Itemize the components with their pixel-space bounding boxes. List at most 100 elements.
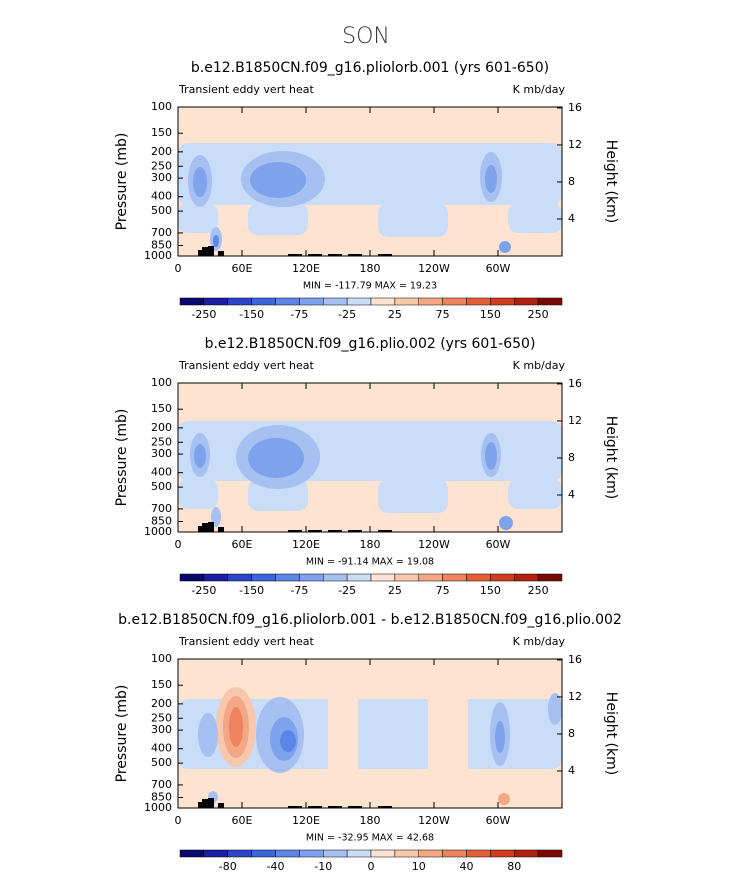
- colorbar-label: -250: [191, 308, 216, 321]
- colorbar-box: [490, 573, 515, 582]
- stats: MIN = -117.79 MAX = 19.23: [303, 281, 437, 292]
- y2-tick-label: 4: [568, 764, 575, 777]
- y2-axis-label: Height (km): [603, 416, 619, 499]
- right-label: K mb/day: [513, 359, 566, 372]
- x-tick-label: 60E: [232, 814, 253, 827]
- colorbar-box: [346, 573, 372, 582]
- topography: [348, 530, 362, 532]
- contour-region: [250, 162, 306, 198]
- y-tick-label: 200: [151, 697, 172, 710]
- colorbar-box: [466, 297, 491, 306]
- y-tick-label: 500: [151, 204, 172, 217]
- y-tick-label: 700: [151, 502, 172, 515]
- colorbar-box: [203, 297, 228, 306]
- y-tick-label: 300: [151, 447, 172, 460]
- colorbar-box: [275, 297, 300, 306]
- colorbar-box: [370, 573, 396, 582]
- colorbar-box: [514, 573, 539, 582]
- contour-region: [194, 444, 206, 468]
- colorbar-box: [227, 297, 252, 306]
- y-tick-label: 100: [151, 376, 172, 389]
- topography: [288, 806, 302, 808]
- topography: [328, 530, 342, 532]
- colorbar-label: -25: [338, 308, 356, 321]
- colorbar-box: [323, 297, 348, 306]
- contour-region: [178, 421, 562, 481]
- y-tick-label: 400: [151, 742, 172, 755]
- x-tick-label: 180: [360, 538, 381, 551]
- topography: [208, 522, 214, 532]
- x-tick-label: 60W: [486, 538, 511, 551]
- contour-field: [178, 383, 562, 532]
- contour-region: [198, 713, 218, 757]
- colorbar-box: [323, 849, 348, 858]
- y2-tick-label: 8: [568, 175, 575, 188]
- y-tick-label: 400: [151, 466, 172, 479]
- colorbar-box: [442, 573, 467, 582]
- y2-tick-label: 8: [568, 451, 575, 464]
- panel: b.e12.B1850CN.f09_g16.pliolorb.001 (yrs …: [114, 60, 619, 321]
- y2-tick-label: 4: [568, 488, 575, 501]
- y2-tick-label: 12: [568, 690, 582, 703]
- colorbar-box: [227, 849, 252, 858]
- colorbar-box: [537, 849, 563, 858]
- topography: [308, 530, 322, 532]
- y2-tick-label: 16: [568, 377, 582, 390]
- topography: [202, 247, 208, 256]
- colorbar-label: -75: [290, 308, 308, 321]
- y-tick-label: 250: [151, 711, 172, 724]
- colorbar-label: 150: [480, 308, 501, 321]
- topography: [328, 254, 342, 256]
- colorbar-box: [514, 297, 539, 306]
- colorbar-label: 75: [436, 308, 450, 321]
- topography: [208, 798, 214, 808]
- colorbar-box: [490, 297, 515, 306]
- x-tick-label: 120E: [292, 538, 320, 551]
- y2-tick-label: 8: [568, 727, 575, 740]
- contour-region: [229, 707, 243, 747]
- colorbar-box: [251, 297, 276, 306]
- colorbar-box: [299, 573, 324, 582]
- topography: [198, 250, 204, 256]
- y2-tick-label: 12: [568, 414, 582, 427]
- topography: [202, 523, 208, 532]
- colorbar-box: [299, 849, 324, 858]
- colorbar-label: 250: [528, 584, 549, 597]
- contour-region: [499, 241, 511, 253]
- colorbar-label: -40: [267, 860, 285, 873]
- right-label: K mb/day: [513, 83, 566, 96]
- colorbar-box: [466, 573, 491, 582]
- y-tick-label: 1000: [144, 801, 172, 814]
- contour-region: [548, 693, 562, 725]
- y-tick-label: 100: [151, 100, 172, 113]
- y-tick-label: 1000: [144, 249, 172, 262]
- colorbar-box: [179, 573, 205, 582]
- colorbar-box: [394, 849, 419, 858]
- left-label: Transient eddy vert heat: [178, 359, 315, 372]
- y-tick-label: 200: [151, 145, 172, 158]
- y-tick-label: 500: [151, 756, 172, 769]
- y-tick-label: 150: [151, 126, 172, 139]
- x-tick-label: 0: [175, 538, 182, 551]
- colorbar-box: [179, 849, 205, 858]
- colorbar-label: 25: [388, 308, 402, 321]
- contour-region: [499, 516, 513, 530]
- y-tick-label: 1000: [144, 525, 172, 538]
- colorbar-box: [299, 297, 324, 306]
- contour-region: [428, 689, 468, 789]
- y-tick-label: 850: [151, 238, 172, 251]
- contour-region: [498, 793, 510, 805]
- colorbar-box: [537, 297, 563, 306]
- panel-title: b.e12.B1850CN.f09_g16.plio.002 (yrs 601-…: [205, 336, 536, 352]
- y-tick-label: 300: [151, 723, 172, 736]
- y-tick-label: 850: [151, 790, 172, 803]
- colorbar-box: [394, 297, 419, 306]
- y2-axis-label: Height (km): [603, 140, 619, 223]
- colorbar-label: -75: [290, 584, 308, 597]
- topography: [218, 251, 224, 256]
- topography: [208, 246, 214, 256]
- colorbar-label: -250: [191, 584, 216, 597]
- figure-title: SON: [342, 24, 390, 49]
- colorbar-box: [346, 849, 372, 858]
- y2-tick-label: 4: [568, 212, 575, 225]
